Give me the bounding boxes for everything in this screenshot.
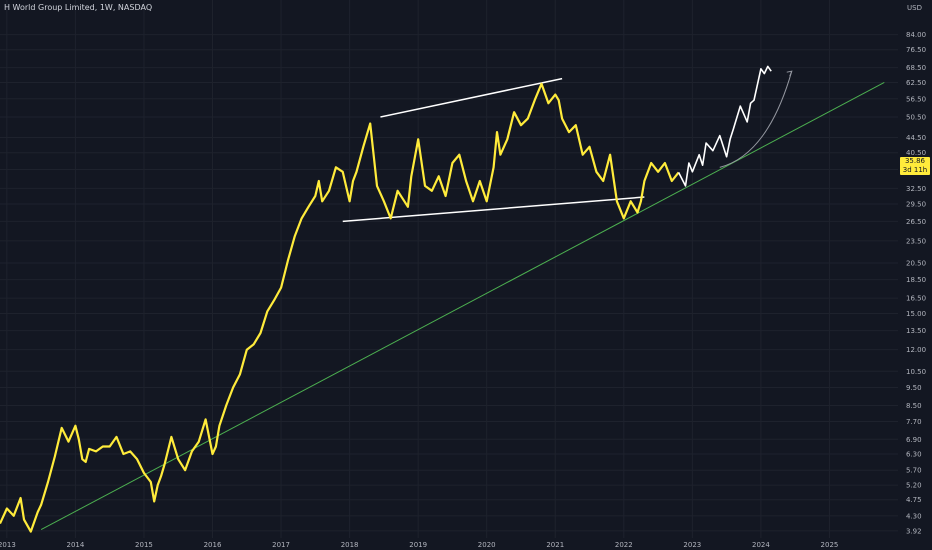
y-tick-label: 76.50 xyxy=(906,46,926,54)
chart-title: H World Group Limited, 1W, NASDAQ xyxy=(4,3,153,12)
x-tick-label: 2020 xyxy=(478,541,496,549)
x-tick-label: 2018 xyxy=(341,541,359,549)
y-tick-label: 8.50 xyxy=(906,402,922,410)
price-badge[interactable]: 35.86 3d 11h xyxy=(900,157,930,175)
x-tick-label: 2016 xyxy=(204,541,222,549)
y-tick-label: 84.00 xyxy=(906,31,926,39)
y-tick-label: 29.50 xyxy=(906,201,926,209)
price-badge-value: 35.86 xyxy=(904,157,926,165)
y-tick-label: 6.90 xyxy=(906,436,922,444)
x-tick-label: 2014 xyxy=(66,541,84,549)
x-tick-label: 2019 xyxy=(409,541,427,549)
y-axis: 84.00 76.50 68.50 62.50 56.50 50.50 44.50 40.50… xyxy=(906,31,926,535)
y-tick-label: 68.50 xyxy=(906,64,926,72)
projection-series-line xyxy=(677,65,772,187)
y-tick-label: 26.50 xyxy=(906,218,926,226)
x-tick-label: 2022 xyxy=(615,541,633,549)
y-tick-label: 18.50 xyxy=(906,276,926,284)
y-tick-label: 44.50 xyxy=(906,134,926,142)
y-tick-label: 50.50 xyxy=(906,113,926,121)
projection-arrow xyxy=(719,71,793,168)
y-tick-label: 10.50 xyxy=(906,368,926,376)
y-tick-label: 16.50 xyxy=(906,295,926,303)
x-tick-label: 2017 xyxy=(272,541,290,549)
x-tick-label: 2025 xyxy=(821,541,839,549)
y-tick-label: 13.50 xyxy=(906,327,926,335)
currency-label: USD xyxy=(907,4,922,12)
x-tick-label: 2023 xyxy=(683,541,701,549)
y-tick-label: 32.50 xyxy=(906,185,926,193)
x-tick-label: 2015 xyxy=(135,541,153,549)
x-tick-label: 2013 xyxy=(0,541,16,549)
y-tick-label: 5.20 xyxy=(906,482,922,490)
chart-grid xyxy=(0,0,898,538)
price-badge-countdown: 3d 11h xyxy=(902,166,928,174)
y-tick-label: 7.70 xyxy=(906,418,922,426)
trendline-line xyxy=(40,82,885,531)
y-tick-label: 40.50 xyxy=(906,149,926,157)
y-tick-label: 15.00 xyxy=(906,310,926,318)
y-tick-label: 5.70 xyxy=(906,467,922,475)
y-tick-label: 12.00 xyxy=(906,346,926,354)
y-tick-label: 62.50 xyxy=(906,79,926,87)
y-tick-label: 23.50 xyxy=(906,237,926,245)
projection-arrow-head xyxy=(786,70,793,77)
channel-top-line xyxy=(380,77,563,118)
y-tick-label: 9.50 xyxy=(906,384,922,392)
chart-series xyxy=(0,65,772,533)
y-tick-label: 56.50 xyxy=(906,95,926,103)
x-tick-label: 2021 xyxy=(546,541,564,549)
y-tick-label: 6.30 xyxy=(906,450,922,458)
y-tick-label: 3.92 xyxy=(906,527,922,535)
chart-annotations xyxy=(40,70,885,531)
y-tick-label: 20.50 xyxy=(906,259,926,267)
price-series-line xyxy=(0,82,680,533)
x-tick-label: 2024 xyxy=(752,541,770,549)
y-tick-label: 4.30 xyxy=(906,512,922,520)
y-tick-label: 4.75 xyxy=(906,496,922,504)
x-axis: 2013 2014 2015 2016 2017 2018 2019 2020 2021 2022… xyxy=(0,541,838,549)
channel-bottom-line xyxy=(342,196,645,223)
